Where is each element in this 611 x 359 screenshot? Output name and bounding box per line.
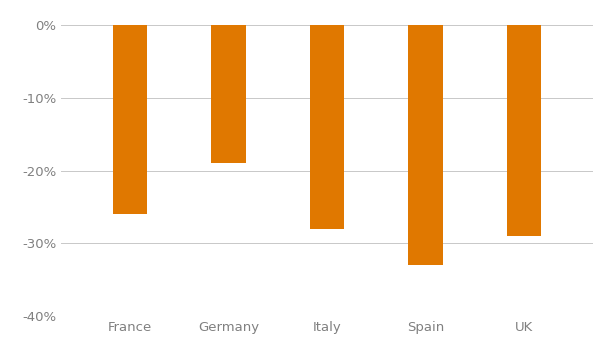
Bar bbox=[507, 25, 541, 236]
Bar bbox=[310, 25, 344, 229]
Bar bbox=[113, 25, 147, 214]
Bar bbox=[211, 25, 246, 163]
Bar bbox=[408, 25, 442, 265]
